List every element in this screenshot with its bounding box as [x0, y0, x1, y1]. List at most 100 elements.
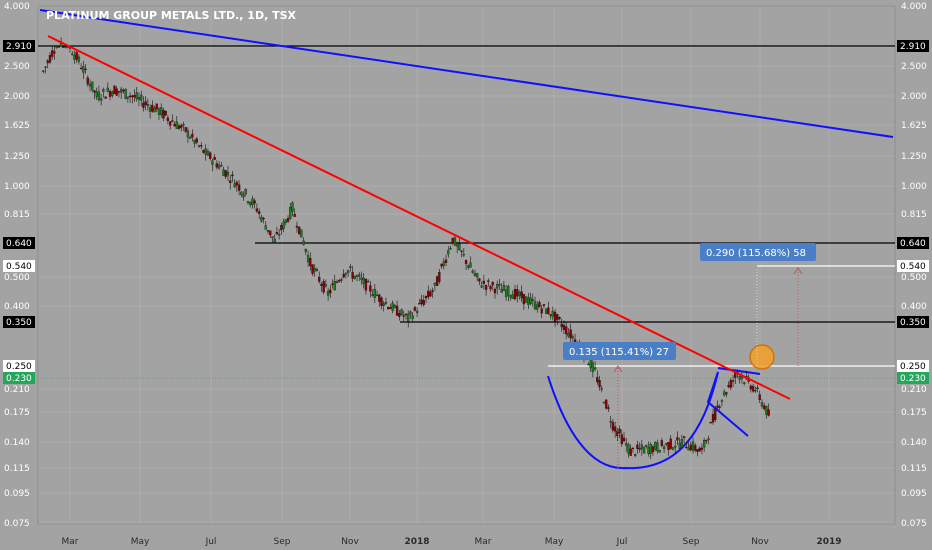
candle-body-271 [645, 445, 648, 447]
candle-body-298 [705, 439, 708, 442]
level-tag-right-last [897, 372, 929, 384]
candle-body-261 [622, 437, 626, 442]
candle-body-320 [754, 390, 757, 392]
candle-body-205 [498, 284, 501, 286]
candle-body-37 [124, 88, 127, 100]
candle-body-178 [438, 272, 441, 282]
candle-body-269 [640, 444, 643, 450]
candle-body-209 [507, 286, 510, 296]
candle-body-34 [117, 91, 121, 93]
candle-body-164 [407, 313, 410, 322]
candle-body-258 [616, 431, 619, 437]
candle-body-16 [77, 56, 81, 62]
candle-body-50 [153, 107, 156, 113]
candle-body-323 [760, 402, 764, 407]
candle-body-184 [451, 237, 454, 244]
candle-body-74 [206, 151, 210, 156]
candle-body-274 [651, 446, 655, 453]
candle-body-225 [542, 304, 546, 306]
y-axis-right: 4.0003.2502.5002.0001.6251.2501.0000.815… [897, 2, 929, 529]
candle-body-293 [694, 445, 697, 451]
candle-body-148 [371, 294, 374, 296]
candle-body-139 [351, 272, 354, 279]
candle-body-138 [349, 266, 352, 269]
candle-body-99 [262, 217, 265, 220]
grid-lines [37, 5, 896, 525]
candle-body-24 [95, 91, 98, 97]
candle-body-129 [329, 289, 332, 294]
drawn-shapes [547, 367, 761, 470]
candle-body-3 [48, 55, 52, 63]
candle-body-55 [164, 110, 167, 116]
y-tick-right-6: 1.000 [901, 182, 927, 192]
candle-body-61 [177, 125, 181, 129]
candle-body-72 [202, 150, 205, 153]
candle-body-290 [687, 447, 690, 451]
candle-body-107 [280, 225, 283, 231]
trendlines [39, 9, 894, 400]
candle-body-78 [215, 163, 219, 168]
y-tick-left-6: 1.000 [4, 182, 30, 192]
candle-body-230 [553, 311, 557, 322]
candle-body-19 [84, 68, 87, 71]
candle-body-18 [82, 66, 85, 73]
candle-body-180 [442, 261, 445, 267]
candle-body-227 [547, 307, 550, 314]
candle-body-235 [565, 326, 568, 335]
candle-body-287 [680, 439, 684, 448]
candle-body-166 [411, 315, 414, 320]
candle-body-143 [360, 277, 363, 280]
candle-body-22 [91, 81, 94, 91]
candle-body-86 [233, 183, 236, 188]
x-tick-6: Mar [475, 537, 492, 547]
candle-body-219 [529, 297, 532, 304]
candle-body-159 [395, 305, 399, 316]
measure-box-1 [563, 342, 676, 360]
candle-body-33 [115, 88, 118, 96]
candle-body-60 [175, 121, 178, 129]
candle-body-69 [195, 138, 198, 143]
x-tick-7: May [545, 537, 564, 547]
candle-body-171 [422, 300, 425, 306]
candle-body-84 [229, 180, 232, 183]
candle-body-119 [306, 255, 310, 263]
candle-body-161 [400, 309, 403, 315]
candle-body-325 [765, 406, 768, 415]
trendline-red-downtrend [47, 35, 791, 400]
candle-body-282 [669, 438, 672, 449]
y-tick-left-11: 0.175 [4, 408, 30, 418]
candle-body-88 [237, 184, 241, 191]
candle-body-10 [64, 46, 67, 48]
candle-body-218 [527, 297, 530, 305]
y-tick-right-5: 1.250 [901, 152, 927, 162]
candle-body-245 [587, 363, 590, 366]
y-tick-right-13: 0.115 [901, 464, 927, 474]
candle-body-231 [556, 313, 559, 320]
candle-body-305 [720, 400, 724, 402]
y-tick-left-10: 0.210 [4, 385, 30, 395]
candle-body-127 [324, 284, 328, 287]
candle-body-223 [538, 302, 541, 308]
candle-body-260 [620, 434, 623, 445]
level-tag-left-0 [3, 40, 35, 52]
candle-body-280 [665, 443, 668, 445]
candle-body-321 [756, 387, 759, 390]
level-tag-right-text-0: 2.910 [900, 42, 926, 52]
candle-body-128 [326, 291, 330, 296]
candle-body-279 [662, 446, 666, 449]
candle-body-59 [173, 123, 176, 127]
candle-body-319 [751, 385, 755, 392]
candle-body-20 [86, 77, 89, 85]
x-tick-4: Nov [341, 537, 359, 547]
candle-body-96 [255, 208, 259, 212]
candle-body-110 [286, 218, 290, 222]
candle-body-104 [273, 238, 276, 243]
candle-body-9 [62, 46, 65, 48]
candle-body-208 [504, 289, 508, 297]
candle-body-95 [253, 200, 256, 204]
candle-body-142 [358, 274, 361, 277]
candle-body-13 [71, 53, 74, 56]
candle-body-140 [353, 275, 356, 279]
candle-body-118 [304, 248, 308, 252]
